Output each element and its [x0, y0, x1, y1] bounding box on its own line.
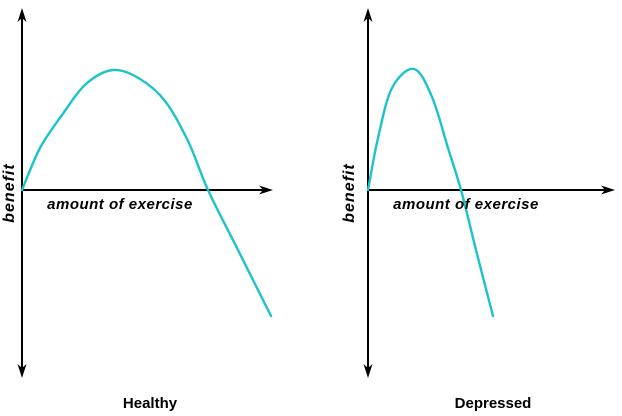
x-axis-label-healthy: amount of exercise — [47, 196, 193, 213]
y-axis-label-depressed: benefit — [341, 163, 358, 223]
y-axis-arrow-up-0 — [17, 8, 27, 22]
x-axis-arrow-0 — [259, 185, 273, 195]
y-axis-label-healthy: benefit — [1, 163, 18, 223]
x-axis-label-depressed: amount of exercise — [393, 196, 539, 213]
y-axis-arrow-down-0 — [17, 364, 27, 378]
x-axis-arrow-1 — [601, 185, 615, 195]
chart-title-depressed: Depressed — [454, 395, 532, 412]
y-axis-arrow-up-1 — [363, 8, 373, 22]
benefit-curve-depressed — [366, 67, 495, 318]
benefit-curve-healthy — [20, 68, 273, 318]
y-axis-arrow-down-1 — [363, 364, 373, 378]
chart-title-healthy: Healthy — [122, 395, 178, 412]
